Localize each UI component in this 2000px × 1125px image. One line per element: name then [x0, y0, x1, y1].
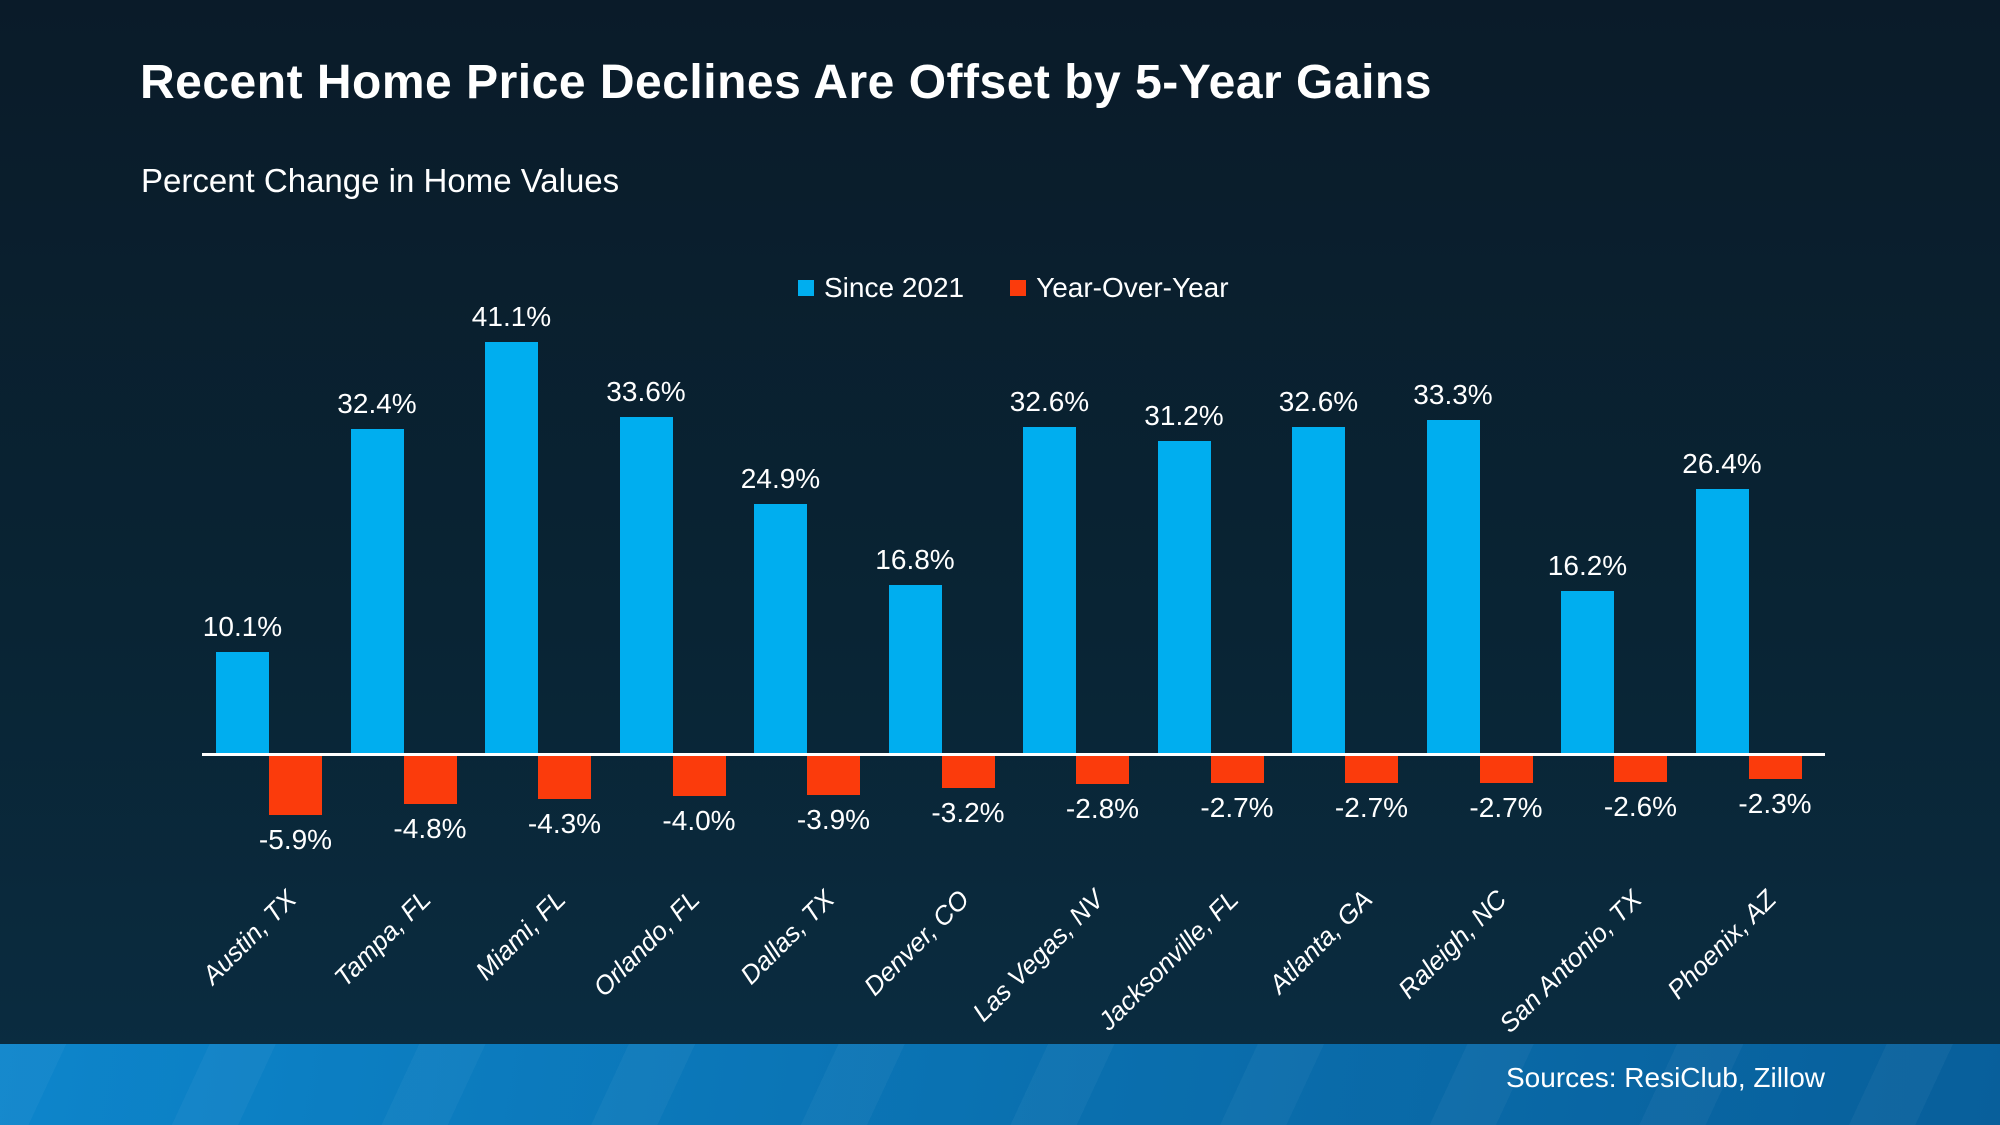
value-label-year-over-year-dallas-tx: -3.9% [796, 804, 871, 835]
value-label-since-2021-san-antonio-tx: 16.2% [1547, 550, 1628, 581]
bar-year-over-year-miami-fl [538, 756, 591, 799]
value-label-since-2021-atlanta-ga: 32.6% [1278, 386, 1359, 417]
chart-legend: Since 2021 Year-Over-Year [798, 272, 1229, 304]
legend-item-since-2021: Since 2021 [798, 272, 964, 304]
value-label-year-over-year-tampa-fl: -4.8% [393, 813, 467, 844]
bar-since-2021-san-antonio-tx [1561, 591, 1614, 753]
legend-label-year-over-year: Year-Over-Year [1036, 272, 1229, 303]
category-label-atlanta-ga: Atlanta, GA [1262, 884, 1379, 1000]
bar-since-2021-tampa-fl [350, 429, 404, 753]
value-label-year-over-year-austin-tx: -5.9% [258, 824, 333, 855]
chart-title: Recent Home Price Declines Are Offset by… [140, 56, 1432, 109]
value-label-year-over-year-phoenix-az: -2.3% [1738, 788, 1812, 819]
legend-swatch-year-over-year-icon [1010, 280, 1027, 296]
category-label-san-antonio-tx: San Antonio, TX [1492, 884, 1648, 1039]
value-label-since-2021-miami-fl: 41.1% [471, 301, 552, 332]
bar-year-over-year-atlanta-ga [1345, 756, 1398, 783]
bar-year-over-year-raleigh-nc [1479, 756, 1533, 783]
bar-year-over-year-san-antonio-tx [1614, 756, 1667, 782]
category-label-raleigh-nc: Raleigh, NC [1392, 884, 1513, 1005]
x-axis-baseline [202, 753, 1825, 756]
value-label-since-2021-orlando-fl: 33.6% [606, 376, 686, 407]
bar-since-2021-atlanta-ga [1292, 427, 1345, 753]
value-label-year-over-year-orlando-fl: -4.0% [662, 805, 736, 836]
legend-swatch-since-2021-icon [798, 280, 814, 296]
bar-since-2021-austin-tx [216, 652, 269, 753]
value-label-year-over-year-las-vegas-nv: -2.8% [1065, 793, 1140, 824]
bar-year-over-year-orlando-fl [672, 756, 726, 796]
bar-year-over-year-denver-co [941, 756, 995, 788]
value-label-year-over-year-miami-fl: -4.3% [527, 808, 602, 839]
bar-year-over-year-jacksonville-fl [1210, 756, 1264, 783]
category-label-denver-co: Denver, CO [857, 884, 975, 1002]
category-label-las-vegas-nv: Las Vegas, NV [966, 884, 1110, 1028]
bar-since-2021-phoenix-az [1695, 489, 1749, 753]
sources-text: Sources: ResiClub, Zillow [1506, 1062, 1825, 1093]
category-label-orlando-fl: Orlando, FL [587, 884, 706, 1003]
value-label-since-2021-phoenix-az: 26.4% [1682, 448, 1762, 479]
bar-year-over-year-phoenix-az [1748, 756, 1802, 779]
category-label-jacksonville-fl: Jacksonville, FL [1091, 884, 1244, 1037]
bar-since-2021-denver-co [888, 585, 942, 753]
legend-label-since-2021: Since 2021 [824, 272, 965, 303]
category-label-phoenix-az: Phoenix, AZ [1661, 884, 1782, 1005]
category-label-tampa-fl: Tampa, FL [328, 884, 437, 993]
footer-bar: Sources: ResiClub, Zillow [0, 1044, 2000, 1125]
value-label-since-2021-dallas-tx: 24.9% [740, 463, 821, 494]
value-label-year-over-year-atlanta-ga: -2.7% [1334, 792, 1409, 823]
value-label-since-2021-las-vegas-nv: 32.6% [1009, 386, 1090, 417]
value-label-year-over-year-san-antonio-tx: -2.6% [1603, 791, 1678, 822]
value-label-year-over-year-raleigh-nc: -2.7% [1469, 792, 1543, 823]
value-label-year-over-year-jacksonville-fl: -2.7% [1200, 792, 1274, 823]
chart-subtitle: Percent Change in Home Values [141, 162, 620, 199]
bar-year-over-year-dallas-tx [807, 756, 860, 795]
bar-year-over-year-las-vegas-nv [1076, 756, 1129, 784]
bar-since-2021-dallas-tx [754, 504, 807, 753]
category-label-dallas-tx: Dallas, TX [734, 884, 841, 991]
category-label-austin-tx: Austin, TX [196, 884, 303, 991]
value-label-since-2021-denver-co: 16.8% [875, 544, 955, 575]
bar-since-2021-miami-fl [485, 342, 538, 753]
value-label-since-2021-tampa-fl: 32.4% [337, 388, 417, 419]
value-label-year-over-year-denver-co: -3.2% [931, 797, 1005, 828]
bar-year-over-year-austin-tx [269, 756, 322, 815]
legend-item-year-over-year: Year-Over-Year [1010, 272, 1229, 304]
bar-since-2021-raleigh-nc [1426, 420, 1480, 753]
bar-since-2021-orlando-fl [619, 417, 673, 753]
bar-since-2021-jacksonville-fl [1157, 441, 1211, 753]
value-label-since-2021-raleigh-nc: 33.3% [1413, 379, 1493, 410]
bar-year-over-year-tampa-fl [403, 756, 457, 804]
value-label-since-2021-austin-tx: 10.1% [202, 611, 283, 642]
value-label-since-2021-jacksonville-fl: 31.2% [1144, 400, 1224, 431]
category-label-miami-fl: Miami, FL [469, 884, 572, 986]
bar-since-2021-las-vegas-nv [1023, 427, 1076, 753]
